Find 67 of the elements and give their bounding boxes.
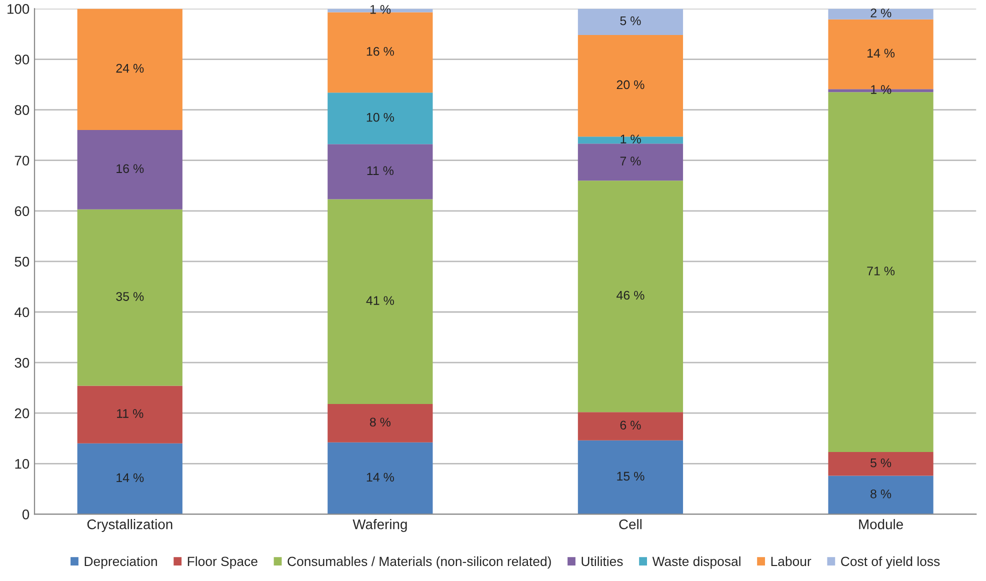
y-tick-label: 0 [22, 510, 30, 520]
bar [578, 180, 684, 412]
data-label: 11 % [367, 166, 394, 176]
y-tick-label: 90 [14, 54, 30, 64]
data-label: 15 % [617, 472, 644, 481]
bar [828, 476, 934, 514]
bar [77, 8, 182, 130]
y-tick-label: 20 [14, 408, 30, 418]
x-tick-label: Wafering [352, 519, 407, 532]
legend-label: Utilities [582, 556, 623, 566]
legend-label: Consumables / Materials (non-silicon related) [288, 556, 551, 569]
y-tick-label: 10 [15, 458, 30, 469]
data-label: 8 % [370, 418, 390, 427]
data-label: 24 % [116, 64, 144, 73]
legend-label: Cost of yield loss [841, 556, 940, 569]
data-label: 5 % [870, 458, 892, 468]
x-tick-label: Crystallization [87, 519, 172, 532]
bar [578, 412, 684, 440]
bar [578, 440, 684, 514]
bar [328, 199, 433, 404]
x-tick-label: Cell [619, 519, 642, 530]
data-label: 14 % [366, 472, 394, 482]
y-tick-label: 80 [14, 105, 30, 115]
legend-label: Depreciation [84, 556, 157, 569]
data-label: 20 % [616, 80, 644, 90]
data-label: 16 % [116, 164, 144, 174]
data-label: 2 % [870, 8, 892, 18]
data-label: 71 % [867, 266, 895, 276]
data-label: 1 % [370, 5, 391, 14]
bar [828, 92, 934, 452]
y-tick-label: 70 [14, 156, 30, 166]
bar [578, 136, 684, 144]
bar [328, 144, 433, 200]
y-tick-label: 30 [14, 358, 30, 368]
x-tick-label: Module [859, 519, 903, 530]
bar [328, 442, 433, 514]
data-label: 8 % [870, 489, 892, 498]
bar [578, 8, 684, 35]
y-tick-label: 50 [14, 256, 30, 267]
data-label: 35 % [116, 292, 144, 301]
legend-label: Waste disposal [652, 556, 740, 569]
y-tick-label: 40 [14, 307, 30, 318]
bar [328, 404, 433, 442]
data-label: 11 % [117, 409, 144, 418]
data-label: 14 % [116, 473, 144, 482]
data-label: 1 % [620, 134, 641, 144]
data-label: 5 % [620, 16, 641, 26]
bar [77, 209, 182, 386]
bar [328, 92, 433, 144]
data-label: 41 % [366, 296, 394, 305]
bar [578, 144, 684, 181]
bar [77, 386, 182, 444]
data-label: 6 % [620, 420, 641, 430]
y-tick-label: 60 [14, 206, 30, 216]
legend-label: Labour [771, 556, 812, 566]
data-label: 16 % [366, 46, 394, 56]
bar [828, 452, 934, 476]
y-tick-label: 100 [8, 4, 30, 14]
data-label: 10 % [366, 112, 394, 122]
data-label: 46 % [616, 290, 644, 300]
data-label: 7 % [620, 156, 641, 166]
legend-label: Floor Space [188, 556, 258, 569]
bar [77, 130, 182, 210]
bar [828, 8, 934, 20]
bar [77, 443, 182, 514]
bar [328, 12, 433, 93]
data-label: 14 % [867, 48, 895, 58]
